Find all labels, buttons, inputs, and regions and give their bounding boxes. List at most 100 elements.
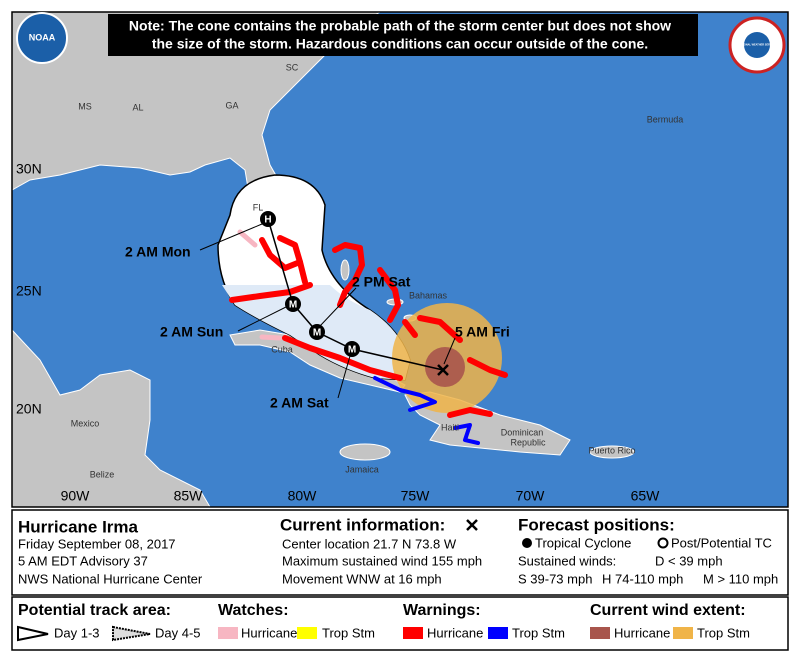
map-frame (11, 11, 789, 508)
place-label: Republic (510, 437, 546, 447)
watch-trop-swatch (297, 627, 317, 639)
longitude-label: 90W (61, 488, 91, 504)
longitude-label: 70W (516, 488, 546, 504)
nws-logo-center (744, 32, 770, 58)
marker-label: M (348, 345, 356, 356)
place-label: GA (225, 100, 238, 110)
hurricane-warning (282, 335, 403, 381)
noaa-logo (16, 12, 68, 64)
storm-date: Friday September 08, 2017 (18, 536, 176, 551)
hurricane-warning (332, 242, 365, 308)
info-panel (11, 509, 789, 596)
day-4-5-swatch (112, 625, 151, 642)
hurricane-warning (467, 357, 508, 378)
jamaica (339, 443, 391, 461)
trop-stm-warning (373, 376, 437, 412)
watch-hurricane-swatch (218, 627, 238, 639)
latitude-label: 25N (16, 283, 42, 299)
place-label: Bermuda (647, 114, 684, 124)
forecast-label: 2 AM Mon (125, 244, 191, 260)
forecast-item: S 39-73 mph (518, 571, 592, 586)
forecast-heading: Forecast positions: (518, 515, 675, 534)
wind-trop-swatch (673, 627, 693, 639)
marker-label: H (264, 215, 271, 226)
marker (309, 324, 325, 340)
hurricane-warning (377, 267, 401, 323)
place-label: Haiti (441, 422, 459, 432)
leader-lines (199, 223, 456, 399)
forecast-item: M > 110 mph (703, 571, 778, 586)
warning-trop-swatch (488, 627, 508, 639)
place-label: Puerto Rico (588, 445, 635, 455)
forecast-item: H 74-110 mph (602, 571, 683, 586)
forecast-item: D < 39 mph (655, 553, 723, 568)
legend-heading: Warnings: (403, 602, 481, 619)
place-label: Cuba (271, 344, 293, 354)
advisory: 5 AM EDT Advisory 37 (18, 553, 148, 568)
place-label: Mexico (71, 418, 100, 428)
legend-item: Trop Stm (512, 625, 565, 640)
legend-heading: Watches: (218, 602, 289, 619)
legend-box (11, 596, 789, 651)
issuer: NWS National Hurricane Center (18, 571, 203, 586)
hurricane-watch (259, 334, 283, 341)
current-position (437, 364, 449, 376)
latitude-label: 30N (16, 161, 42, 177)
tropical-cyclone-symbol (522, 538, 532, 548)
legend-heading: Current wind extent: (590, 602, 746, 619)
hurricane-watch (237, 229, 258, 248)
place-label: Bahamas (409, 290, 448, 300)
place-label: SC (286, 62, 299, 72)
longitude-label: 80W (288, 488, 318, 504)
legend-item: Hurricane (614, 625, 670, 640)
longitude-label: 65W (631, 488, 661, 504)
storm-name: Hurricane Irma (18, 517, 139, 536)
puerto-rico (589, 445, 635, 459)
hurricane-warning (229, 282, 313, 303)
place-label: AL (132, 102, 143, 112)
legend-item: Day 4-5 (155, 625, 201, 640)
hurricane-warning (447, 407, 493, 418)
forecast-item: Post/Potential TC (671, 535, 772, 550)
legend-heading: Potential track area: (18, 602, 171, 619)
nws-label: NATIONAL WEATHER SERVICE (738, 44, 776, 47)
current-line: Maximum sustained wind 155 mph (282, 553, 482, 568)
hurricane-warning (277, 235, 308, 285)
current-line: Center location 21.7 N 73.8 W (282, 536, 457, 551)
place-label: FL (253, 202, 264, 212)
noaa-label: NOAA (29, 32, 56, 42)
marker (344, 341, 360, 357)
hurricane-warning (259, 237, 303, 271)
latitude-label: 20N (16, 401, 42, 417)
marker (260, 211, 276, 227)
current-heading: Current information: (280, 515, 445, 534)
place-label: MS (78, 101, 92, 111)
hurricane-warning (417, 315, 463, 343)
mexico (11, 328, 211, 508)
warning-hurricane-swatch (403, 627, 423, 639)
forecast-label: 2 AM Sat (270, 395, 329, 411)
day-1-3-swatch (17, 625, 49, 642)
marker (285, 296, 301, 312)
post-tc-symbol (657, 537, 669, 549)
marker-label: M (289, 300, 297, 311)
legend-item: Trop Stm (322, 625, 375, 640)
longitude-label: 85W (174, 488, 204, 504)
current-line: Movement WNW at 16 mph (282, 571, 442, 586)
legend-item: Hurricane (427, 625, 483, 640)
note-box (108, 14, 698, 56)
place-label: Dominican (501, 427, 544, 437)
forecast-label: 2 AM Sun (160, 324, 223, 340)
note-line: the size of the storm. Hazardous conditi… (152, 36, 648, 52)
hurricane-warning (402, 319, 418, 338)
forecast-item: Sustained winds: (518, 553, 616, 568)
legend-item: Trop Stm (697, 625, 750, 640)
island (340, 259, 350, 281)
longitude-label: 75W (401, 488, 431, 504)
info-box (11, 509, 789, 596)
trop-stm-warning (453, 423, 480, 445)
map (11, 11, 789, 508)
note-line: Note: The cone contains the probable pat… (129, 18, 671, 34)
forecast-item: Tropical Cyclone (535, 535, 631, 550)
